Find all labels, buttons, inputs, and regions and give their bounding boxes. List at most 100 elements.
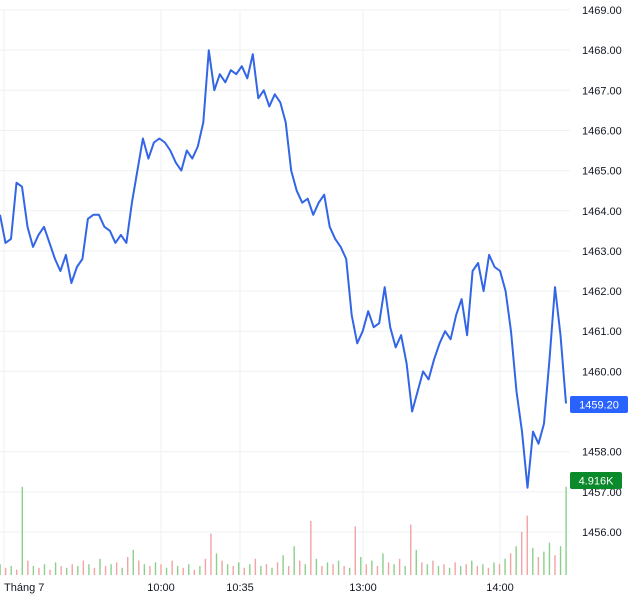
volume-bar <box>160 564 162 575</box>
volume-bar <box>398 558 401 575</box>
x-tick-label: 10:35 <box>226 582 254 594</box>
volume-bar <box>93 567 96 575</box>
volume-bar <box>293 546 295 575</box>
volume-bar <box>154 562 157 575</box>
volume-bar <box>337 560 340 575</box>
volume-bar <box>10 566 12 575</box>
volume-bar <box>487 567 490 575</box>
volume-bar <box>54 562 57 575</box>
volume-bar <box>127 557 129 575</box>
volume-bar <box>387 562 390 575</box>
volume-bar <box>210 533 212 575</box>
volume-bar <box>199 566 201 575</box>
volume-bar <box>404 566 406 575</box>
volume-bar <box>249 564 251 575</box>
volume-bar <box>348 567 351 575</box>
volume-bar <box>193 569 196 575</box>
volume-bar <box>43 564 46 575</box>
volume-bar <box>310 521 312 575</box>
volume-bar <box>354 526 356 575</box>
volume-bar <box>232 566 234 575</box>
volume-bar <box>38 567 40 575</box>
volume-bar <box>448 567 451 575</box>
volume-bar <box>104 566 107 575</box>
volume-bar <box>437 566 440 575</box>
volume-bar <box>165 567 168 575</box>
y-tick-label: 1456.00 <box>582 527 622 539</box>
volume-bar <box>415 549 417 575</box>
y-axis: 1469.00 1468.00 1467.00 1466.00 1465.00 1464.… <box>582 5 622 539</box>
volume-bar <box>282 555 284 575</box>
y-tick-label: 1465.00 <box>582 166 622 178</box>
volume-bar <box>548 542 551 575</box>
x-tick-label: 14:00 <box>486 582 514 594</box>
volume-bar <box>471 560 473 575</box>
volume-bar <box>515 546 517 575</box>
volume-bar <box>88 564 90 575</box>
volume-bar <box>0 564 1 575</box>
volume-bar <box>143 564 146 575</box>
volume-bar <box>260 566 262 575</box>
volume-bar <box>476 566 479 575</box>
last-price-badge-bg <box>570 396 628 413</box>
volume-bar <box>182 567 184 575</box>
volume-bar <box>321 566 323 575</box>
volume-bar <box>565 486 567 575</box>
volume-label: 4.916K <box>579 476 615 488</box>
volume-bar <box>221 560 223 575</box>
volume-bar <box>99 558 101 575</box>
volume-bar <box>77 566 79 575</box>
volume-bar <box>315 558 318 575</box>
volume-bar <box>432 560 434 575</box>
volume-bar <box>393 564 395 575</box>
y-tick-label: 1468.00 <box>582 45 622 57</box>
volume-bar <box>526 515 528 575</box>
volume-bar <box>32 566 35 575</box>
volume-bar <box>4 567 7 575</box>
y-tick-label: 1462.00 <box>582 286 622 298</box>
volume-bar <box>304 564 306 575</box>
volume-bar <box>60 566 62 575</box>
volume-bar <box>254 558 257 575</box>
volume-bar <box>543 551 545 575</box>
y-tick-label: 1469.00 <box>582 5 622 17</box>
volume-bar <box>276 562 279 575</box>
volume-bar <box>65 567 68 575</box>
y-tick-label: 1463.00 <box>582 246 622 258</box>
volume-bar <box>504 558 506 575</box>
volume-bar <box>371 560 373 575</box>
volume-bar <box>27 560 29 575</box>
volume-bar <box>376 566 379 575</box>
volume-bar <box>465 564 467 575</box>
volume-bar <box>493 562 495 575</box>
volume-bar <box>271 567 273 575</box>
volume-bar <box>110 564 112 575</box>
volume-badge: 4.916K <box>570 472 622 489</box>
volume-bar <box>382 553 384 575</box>
volume-bar <box>554 555 556 575</box>
volume-bar <box>16 569 18 575</box>
volume-badge-bg <box>570 472 622 489</box>
y-tick-label: 1467.00 <box>582 85 622 97</box>
volume-bar <box>82 560 85 575</box>
volume-bar <box>482 564 484 575</box>
volume-bar <box>49 569 51 575</box>
volume-bar <box>498 564 501 575</box>
volume-bar <box>138 560 140 575</box>
y-tick-label: 1466.00 <box>582 125 622 137</box>
volume-bar <box>421 562 423 575</box>
volume-bar <box>459 566 462 575</box>
volume-bar <box>343 566 345 575</box>
volume-bar <box>559 546 562 575</box>
volume-bar <box>243 567 245 575</box>
volume-bar <box>176 566 179 575</box>
volume-bar <box>121 567 123 575</box>
last-price-badge: 1459.20 <box>570 396 628 413</box>
x-tick-label: 13:00 <box>349 582 377 594</box>
x-axis: Tháng 7 10:00 10:35 13:00 14:00 <box>4 582 514 594</box>
volume-bar <box>171 560 173 575</box>
volume-bar <box>287 566 290 575</box>
price-series <box>0 49 567 489</box>
